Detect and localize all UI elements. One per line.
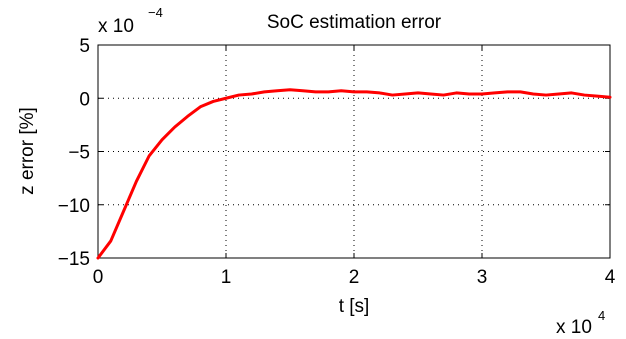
x-tick-label: 2 bbox=[349, 267, 360, 288]
x-tick-label: 3 bbox=[477, 267, 488, 288]
x-tick-label: 4 bbox=[605, 267, 616, 288]
grid-lines bbox=[98, 45, 610, 258]
y-axis-multiplier: x 10 bbox=[98, 16, 134, 37]
x-axis-label: t [s] bbox=[339, 296, 370, 317]
x-axis-multiplier: x 10 bbox=[556, 317, 592, 338]
tick-labels: 0 1 2 3 4 5 0 −5 −10 −15 bbox=[58, 36, 616, 288]
y-tick-label: −5 bbox=[68, 143, 90, 164]
y-tick-label: 0 bbox=[79, 89, 90, 110]
series-layer bbox=[96, 88, 612, 260]
x-axis-multiplier-exponent: 4 bbox=[598, 308, 605, 323]
chart-title: SoC estimation error bbox=[267, 12, 442, 33]
y-axis-label: z error [%] bbox=[17, 107, 38, 195]
series-line bbox=[96, 88, 612, 260]
y-tick-label: −15 bbox=[58, 249, 90, 270]
x-tick-label: 1 bbox=[221, 267, 232, 288]
y-tick-label: 5 bbox=[79, 36, 90, 57]
x-tick-label: 0 bbox=[93, 267, 104, 288]
y-tick-label: −10 bbox=[58, 196, 90, 217]
y-axis-multiplier-exponent: −4 bbox=[148, 5, 163, 20]
